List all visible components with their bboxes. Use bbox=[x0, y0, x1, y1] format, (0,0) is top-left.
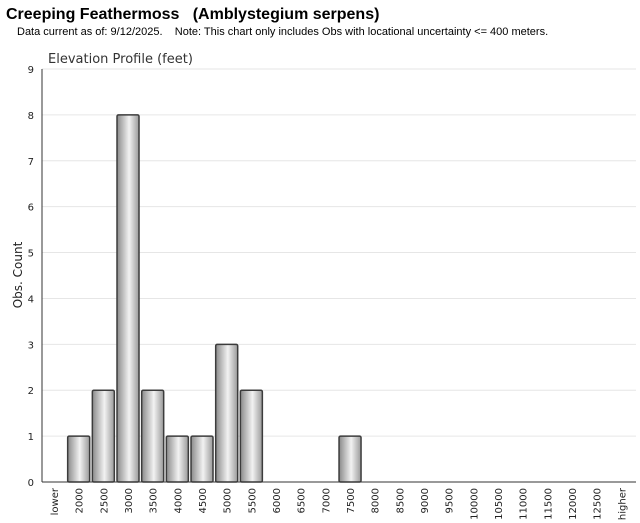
page-title: Creeping Feathermoss (Amblystegium serpe… bbox=[6, 6, 380, 23]
y-tick-labels: 0 1 2 3 4 5 6 7 8 9 bbox=[28, 65, 34, 489]
x-tick-label: 12500 bbox=[593, 488, 604, 520]
page-subtitle: Data current as of: 9/12/2025. Note: Thi… bbox=[17, 26, 549, 38]
bar-3500 bbox=[140, 389, 165, 483]
y-axis-label: Obs. Count bbox=[11, 241, 25, 308]
bar-2000 bbox=[66, 435, 91, 483]
x-tick-label: 9500 bbox=[445, 488, 456, 513]
y-tick-label: 2 bbox=[28, 386, 34, 397]
x-tick-label: 8000 bbox=[371, 488, 382, 513]
bar-7500 bbox=[338, 435, 362, 483]
x-tick-label: 3000 bbox=[124, 488, 135, 513]
y-tick-label: 3 bbox=[28, 340, 34, 351]
y-tick-label: 8 bbox=[28, 111, 34, 122]
x-tick-labels: lower 2000 2500 3000 3500 4000 4500 5000 5500 600… bbox=[50, 487, 628, 520]
x-tick-label: 7500 bbox=[346, 488, 357, 513]
bar-5000 bbox=[214, 343, 239, 483]
y-tick-label: 5 bbox=[28, 249, 34, 260]
x-tick-label: 10500 bbox=[494, 488, 505, 520]
x-tick-label: 6500 bbox=[297, 488, 308, 513]
chart-title: Elevation Profile (feet) bbox=[48, 52, 193, 67]
axes bbox=[41, 69, 636, 483]
grid-lines bbox=[42, 68, 636, 437]
x-tick-label: 11000 bbox=[519, 488, 530, 520]
x-tick-label: 8500 bbox=[395, 488, 406, 513]
bar-2500 bbox=[91, 389, 116, 483]
bar-4000 bbox=[165, 435, 190, 483]
bar-5500 bbox=[239, 389, 264, 483]
x-tick-label: 6000 bbox=[272, 488, 283, 513]
x-tick-label: 5000 bbox=[223, 488, 234, 513]
x-tick-label: lower bbox=[50, 487, 61, 515]
x-tick-label: 2500 bbox=[99, 488, 110, 513]
x-tick-label: 7000 bbox=[321, 488, 332, 513]
y-tick-label: 7 bbox=[28, 157, 34, 168]
y-tick-label: 4 bbox=[28, 294, 34, 305]
y-tick-label: 9 bbox=[28, 65, 34, 76]
x-tick-label: 10000 bbox=[469, 488, 480, 520]
x-tick-label: 3500 bbox=[149, 488, 160, 513]
x-tick-label: 5500 bbox=[247, 488, 258, 513]
bar-4500 bbox=[190, 435, 214, 483]
x-tick-label: 11500 bbox=[543, 488, 554, 520]
y-tick-label: 0 bbox=[28, 478, 34, 489]
bar-3000 bbox=[116, 114, 140, 483]
x-tick-label: 4000 bbox=[173, 488, 184, 513]
x-tick-label: 4500 bbox=[198, 488, 209, 513]
y-tick-label: 1 bbox=[28, 432, 34, 443]
x-tick-label: 12000 bbox=[568, 488, 579, 520]
x-tick-label: 2000 bbox=[75, 488, 86, 513]
x-tick-label: higher bbox=[617, 487, 628, 520]
y-tick-label: 6 bbox=[28, 203, 34, 214]
x-tick-label: 9000 bbox=[420, 488, 431, 513]
bars bbox=[66, 114, 362, 483]
